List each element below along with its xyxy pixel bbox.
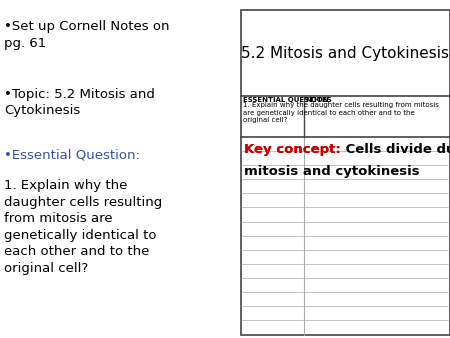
Text: 1. Explain why the
daughter cells resulting
from mitosis are
genetically identic: 1. Explain why the daughter cells result…	[4, 179, 163, 275]
Text: •Topic: 5.2 Mitosis and
Cytokinesis: •Topic: 5.2 Mitosis and Cytokinesis	[4, 88, 155, 117]
Text: 5.2 Mitosis and Cytokinesis: 5.2 Mitosis and Cytokinesis	[241, 46, 450, 61]
Text: Key concept:: Key concept:	[244, 143, 341, 156]
Text: •Essential Question:: •Essential Question:	[4, 149, 140, 162]
Text: NOTES: NOTES	[306, 97, 333, 103]
Text: •Set up Cornell Notes on
pg. 61: •Set up Cornell Notes on pg. 61	[4, 20, 170, 50]
Text: Key concept:: Key concept:	[244, 143, 341, 156]
Text: Cells divide during: Cells divide during	[341, 143, 450, 156]
Text: 1. Explain why the daughter cells resulting from mitosis
are genetically identic: 1. Explain why the daughter cells result…	[243, 102, 439, 123]
Text: mitosis and cytokinesis: mitosis and cytokinesis	[244, 165, 420, 178]
Bar	[241, 10, 450, 335]
Text: ESSENTIAL QUESTION: ESSENTIAL QUESTION	[243, 97, 328, 103]
